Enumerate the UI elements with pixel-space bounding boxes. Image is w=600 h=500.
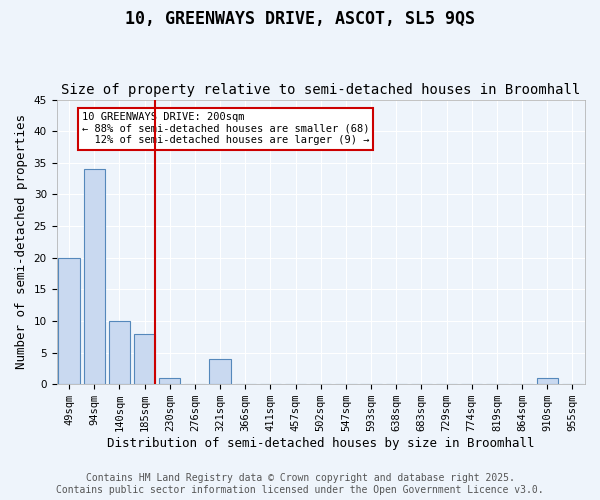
Title: Size of property relative to semi-detached houses in Broomhall: Size of property relative to semi-detach… bbox=[61, 83, 580, 97]
Bar bbox=[209, 359, 231, 384]
Bar bbox=[83, 169, 105, 384]
Bar bbox=[109, 321, 130, 384]
Text: 10, GREENWAYS DRIVE, ASCOT, SL5 9QS: 10, GREENWAYS DRIVE, ASCOT, SL5 9QS bbox=[125, 10, 475, 28]
Text: Contains HM Land Registry data © Crown copyright and database right 2025.
Contai: Contains HM Land Registry data © Crown c… bbox=[56, 474, 544, 495]
Bar bbox=[134, 334, 155, 384]
X-axis label: Distribution of semi-detached houses by size in Broomhall: Distribution of semi-detached houses by … bbox=[107, 437, 535, 450]
Text: 10 GREENWAYS DRIVE: 200sqm
← 88% of semi-detached houses are smaller (68)
  12% : 10 GREENWAYS DRIVE: 200sqm ← 88% of semi… bbox=[82, 112, 369, 146]
Bar bbox=[159, 378, 181, 384]
Y-axis label: Number of semi-detached properties: Number of semi-detached properties bbox=[15, 114, 28, 370]
Bar bbox=[58, 258, 80, 384]
Bar bbox=[536, 378, 558, 384]
